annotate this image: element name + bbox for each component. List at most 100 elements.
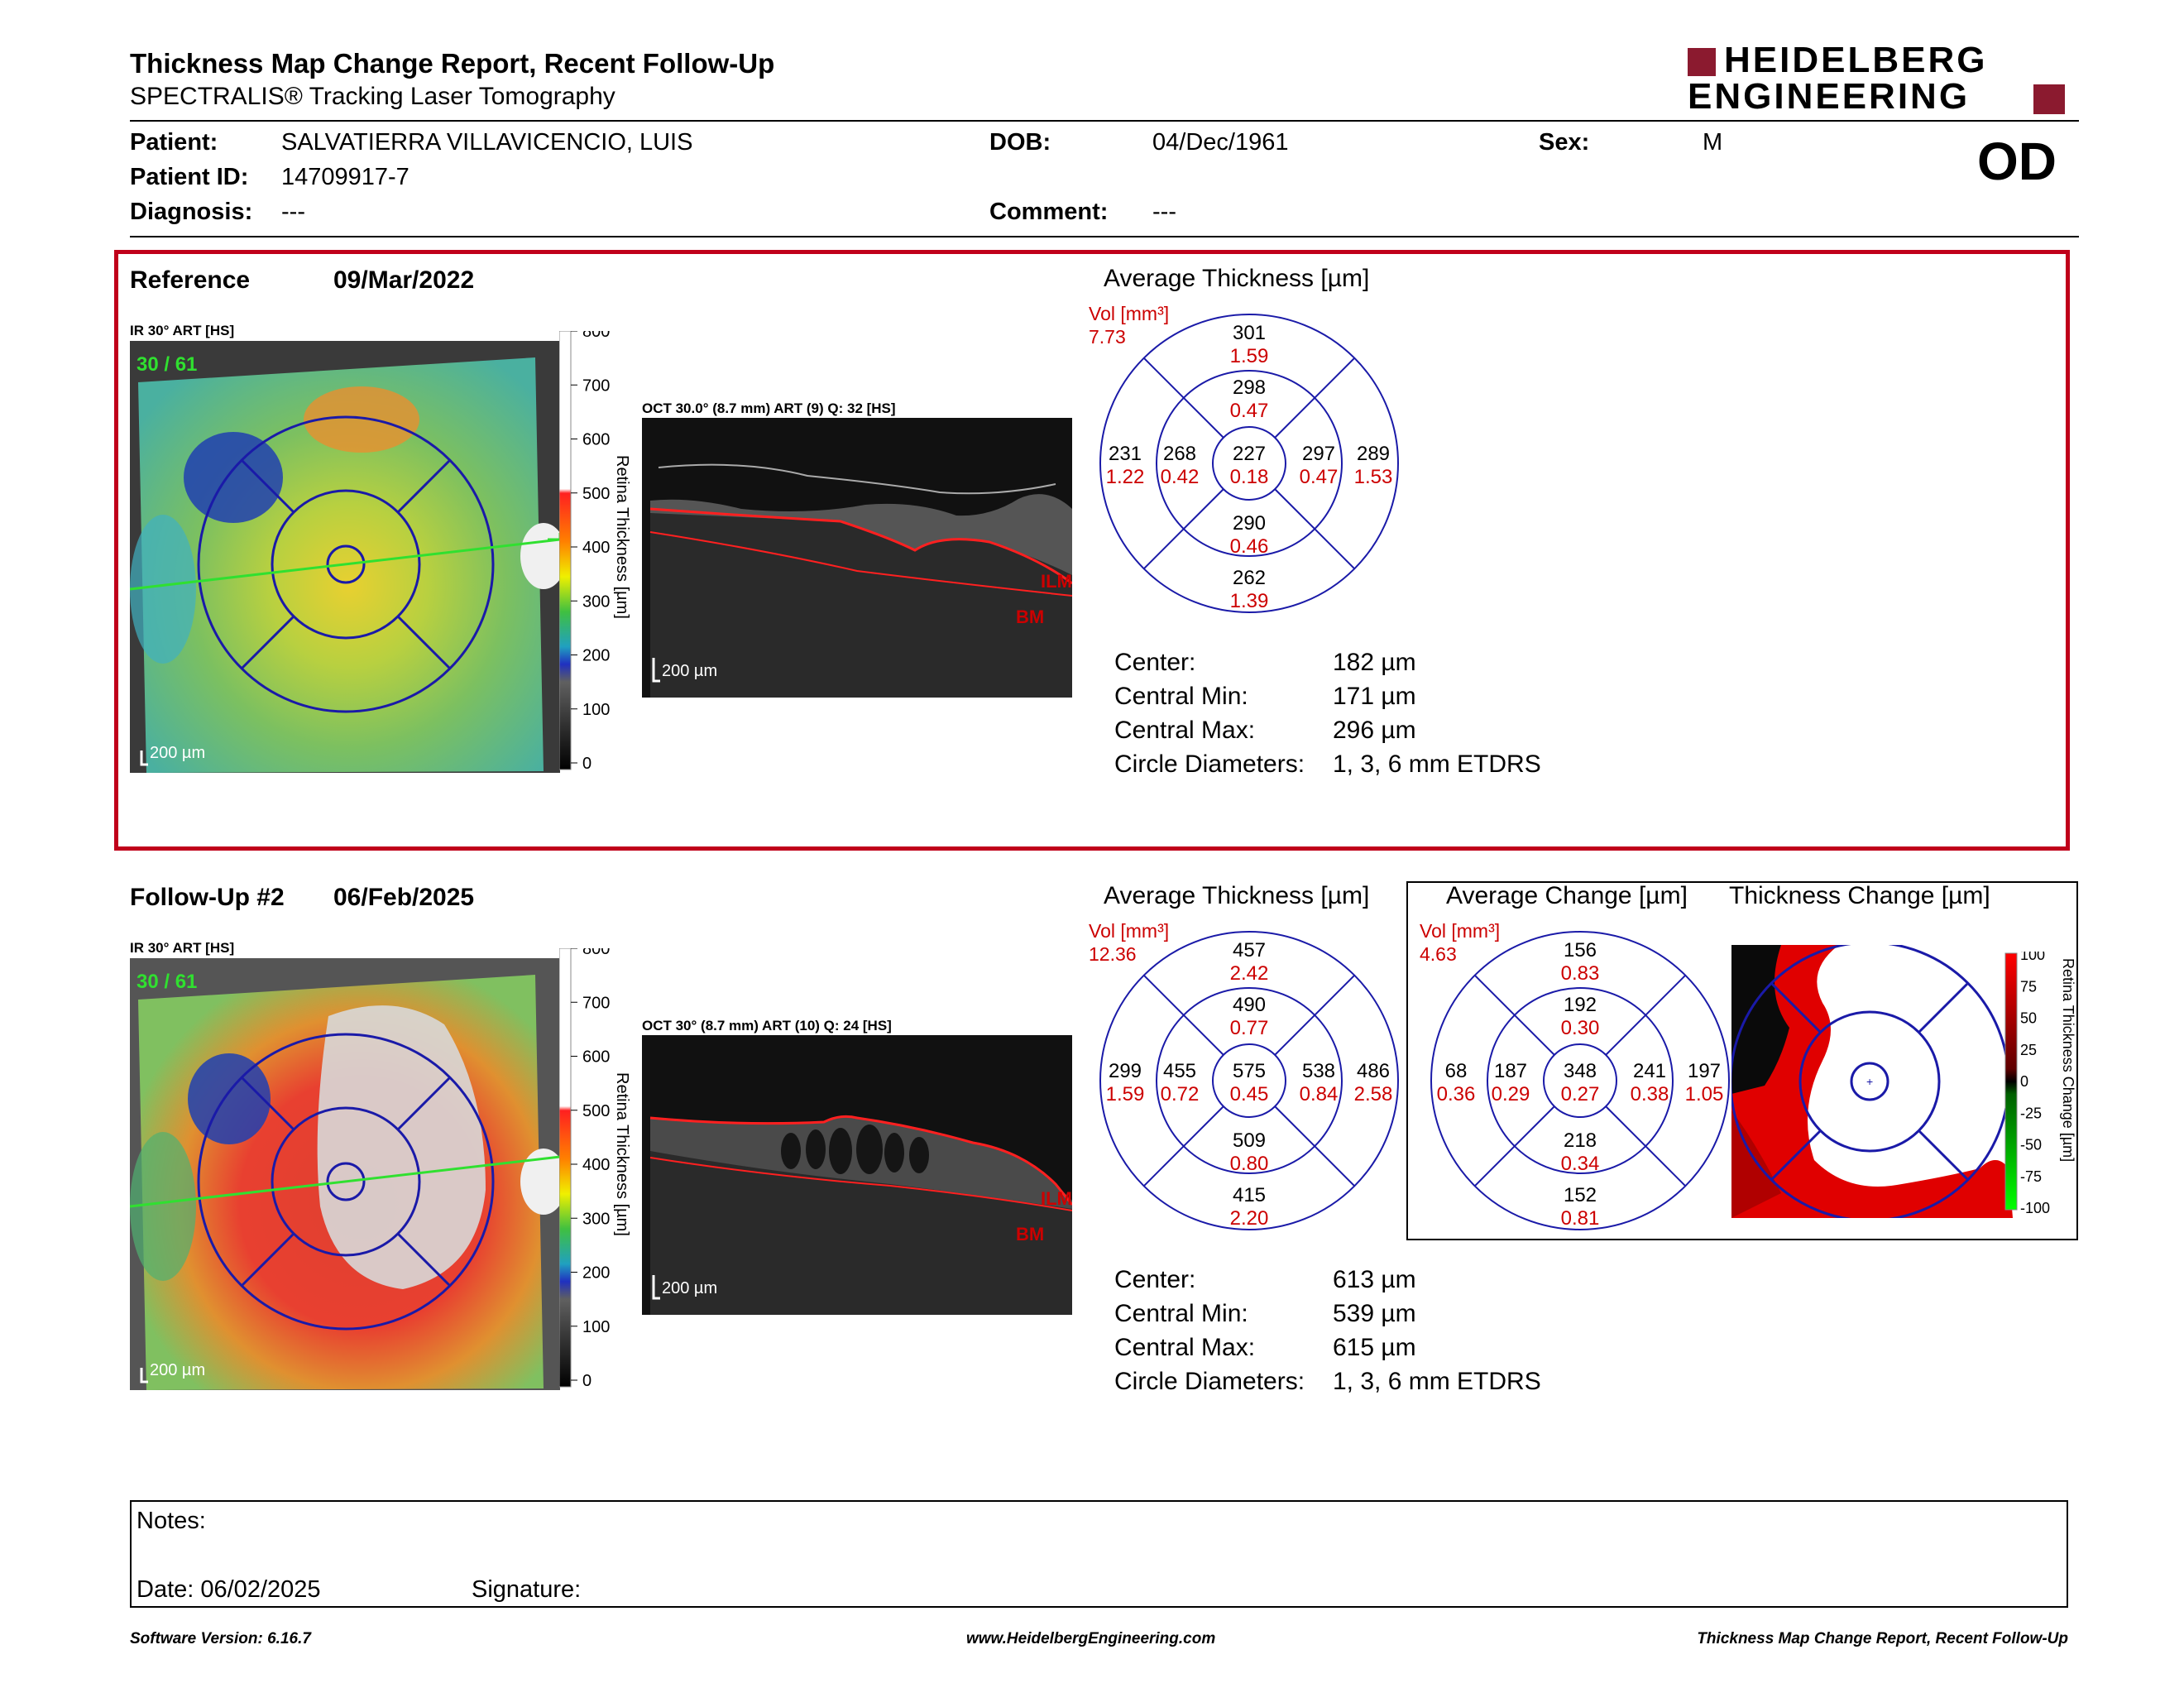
- colorbar-tick-label: 800: [582, 948, 610, 958]
- sector-thickness-inner-left: 455: [1163, 1060, 1196, 1082]
- footer-report-name: Thickness Map Change Report, Recent Foll…: [1697, 1630, 2068, 1647]
- colorbar-tick-label: 700: [582, 376, 610, 395]
- eye-label: OD: [1977, 132, 2057, 191]
- signature-label: Signature:: [472, 1576, 582, 1603]
- etdrs-outer-ring: [1099, 931, 1399, 1230]
- sector-volume-center: 0.27: [1561, 1083, 1600, 1105]
- heidelberg-logo: HEIDELBERG ENGINEERING: [1688, 41, 2068, 116]
- colorbar-tick-label: -75: [2020, 1168, 2042, 1185]
- dob-value: 04/Dec/1961: [1152, 129, 1289, 156]
- colorbar-tick-label: 100: [2020, 952, 2045, 963]
- etdrs-center-ring: [1543, 1043, 1617, 1118]
- reference-frame-counter: 30 / 61: [136, 353, 197, 376]
- sector-volume-inner-bottom: 0.80: [1230, 1153, 1269, 1175]
- reference-panel: [114, 250, 2070, 851]
- volume-total: 4.63: [1420, 943, 1457, 965]
- sector-thickness-inner-right: 538: [1302, 1060, 1335, 1082]
- dob-label: DOB:: [989, 129, 1051, 156]
- stat-value: 296 µm: [1333, 717, 1416, 744]
- sector-thickness-outer-top: 301: [1233, 322, 1266, 344]
- sector-thickness-outer-bottom: 262: [1233, 567, 1266, 589]
- reference-oct-scan: ILM BM 200 µm: [642, 418, 1072, 698]
- sector-volume-inner-top: 0.30: [1561, 1017, 1600, 1039]
- report-title: Thickness Map Change Report, Recent Foll…: [130, 48, 775, 79]
- reference-colorbar: 800 700 600 500 400 300 200 100 0 Retina Thickne…: [559, 331, 631, 773]
- sector-volume-inner-left: 0.72: [1161, 1083, 1200, 1105]
- ilm-line: [649, 1115, 1072, 1206]
- colorbar-tick-label: 300: [582, 1210, 610, 1228]
- bm-label: BM: [1016, 607, 1044, 627]
- thickness-change-colorbar: 100 75 50 25 0 -25 -50 -75 -100 Retina Thickness…: [2004, 952, 2076, 1216]
- sector-volume-outer-top: 0.83: [1561, 962, 1600, 985]
- followup-avg-title: Average Thickness [µm]: [1104, 882, 1370, 909]
- sector-volume-outer-left: 1.22: [1106, 466, 1145, 488]
- avg-change-title: Average Change [µm]: [1446, 882, 1688, 909]
- change-etdrs-chart: 1560.831920.30680.361870.293480.272410.3…: [1420, 920, 1730, 1230]
- sector-volume-outer-right: 1.05: [1685, 1083, 1724, 1105]
- reference-ir-label: IR 30° ART [HS]: [130, 323, 235, 338]
- thickness-change-title: Thickness Change [µm]: [1729, 882, 1990, 909]
- colorbar-tick-label: -25: [2020, 1105, 2042, 1121]
- sector-volume-inner-top: 0.47: [1230, 400, 1269, 422]
- footer-software-version: Software Version: 6.16.7: [130, 1630, 311, 1647]
- etdrs-outer-ring: [1430, 931, 1730, 1230]
- sector-thickness-inner-bottom: 218: [1564, 1129, 1597, 1152]
- stat-value: 613 µm: [1333, 1266, 1416, 1293]
- colorbar-tick-label: 500: [582, 1102, 610, 1120]
- volume-total: 7.73: [1089, 326, 1126, 348]
- sector-thickness-center: 227: [1233, 443, 1266, 465]
- stat-label: Circle Diameters:: [1114, 750, 1305, 778]
- sector-thickness-outer-right: 486: [1357, 1060, 1390, 1082]
- stat-label: Center:: [1114, 649, 1196, 676]
- sector-volume-outer-right: 1.53: [1354, 466, 1393, 488]
- volume-label: Vol [mm³]: [1089, 920, 1169, 942]
- colorbar-tick-label: 500: [582, 485, 610, 503]
- footer-website[interactable]: www.HeidelbergEngineering.com: [966, 1630, 1216, 1647]
- colorbar-tick-label: 25: [2020, 1042, 2037, 1058]
- colorbar-tick-label: 200: [582, 647, 610, 665]
- etdrs-grid: [197, 1033, 495, 1331]
- reference-label: Reference: [130, 266, 251, 294]
- followup-oct-scale: 200 µm: [662, 1279, 717, 1297]
- stat-value: 182 µm: [1333, 649, 1416, 676]
- sector-thickness-inner-top: 490: [1233, 994, 1266, 1016]
- stat-label: Circle Diameters:: [1114, 1368, 1305, 1395]
- etdrs-inner-ring: [1156, 987, 1343, 1174]
- sector-volume-outer-bottom: 2.20: [1230, 1207, 1269, 1230]
- sector-volume-inner-bottom: 0.34: [1561, 1153, 1600, 1175]
- stat-label: Center:: [1114, 1266, 1196, 1293]
- followup-frame-counter: 30 / 61: [136, 971, 197, 993]
- followup-oct-scan: ILM BM 200 µm: [642, 1035, 1072, 1315]
- reference-thickness-map: 30 / 61 200 µm: [130, 341, 560, 773]
- thickness-change-map: +: [1731, 945, 2013, 1218]
- sector-volume-outer-top: 2.42: [1230, 962, 1269, 985]
- sector-volume-outer-bottom: 0.81: [1561, 1207, 1600, 1230]
- stat-label: Central Min:: [1114, 683, 1248, 710]
- colorbar-tick-label: 200: [582, 1264, 610, 1283]
- reference-oct-scale: 200 µm: [662, 662, 717, 680]
- sector-thickness-inner-left: 187: [1494, 1060, 1527, 1082]
- sector-thickness-outer-right: 289: [1357, 443, 1390, 465]
- sex-value: M: [1703, 129, 1723, 156]
- sector-volume-inner-top: 0.77: [1230, 1017, 1269, 1039]
- stat-value: 1, 3, 6 mm ETDRS: [1333, 750, 1541, 778]
- svg-text:+: +: [1866, 1075, 1873, 1088]
- reference-avg-title: Average Thickness [µm]: [1104, 265, 1370, 292]
- patient-id-label: Patient ID:: [130, 164, 249, 190]
- notes-date: Date: 06/02/2025: [136, 1576, 321, 1603]
- stat-label: Central Max:: [1114, 717, 1256, 744]
- sector-thickness-outer-top: 156: [1564, 939, 1597, 961]
- etdrs-center-ring: [1212, 426, 1286, 501]
- colorbar-tick-label: 75: [2020, 978, 2037, 995]
- sector-thickness-outer-right: 197: [1688, 1060, 1721, 1082]
- colorbar-tick-label: 300: [582, 592, 610, 611]
- sector-thickness-inner-left: 268: [1163, 443, 1196, 465]
- followup-label: Follow-Up #2: [130, 884, 285, 911]
- notes-label: Notes:: [136, 1508, 206, 1534]
- bm-label: BM: [1016, 1224, 1044, 1244]
- followup-colorbar: 800 700 600 500 400 300 200 100 0 Retina Thickne…: [559, 948, 631, 1390]
- etdrs-inner-ring: [1487, 987, 1674, 1174]
- colorbar-tick-label: 600: [582, 1048, 610, 1067]
- sector-volume-inner-right: 0.38: [1631, 1083, 1669, 1105]
- colorbar-tick-label: 400: [582, 1156, 610, 1174]
